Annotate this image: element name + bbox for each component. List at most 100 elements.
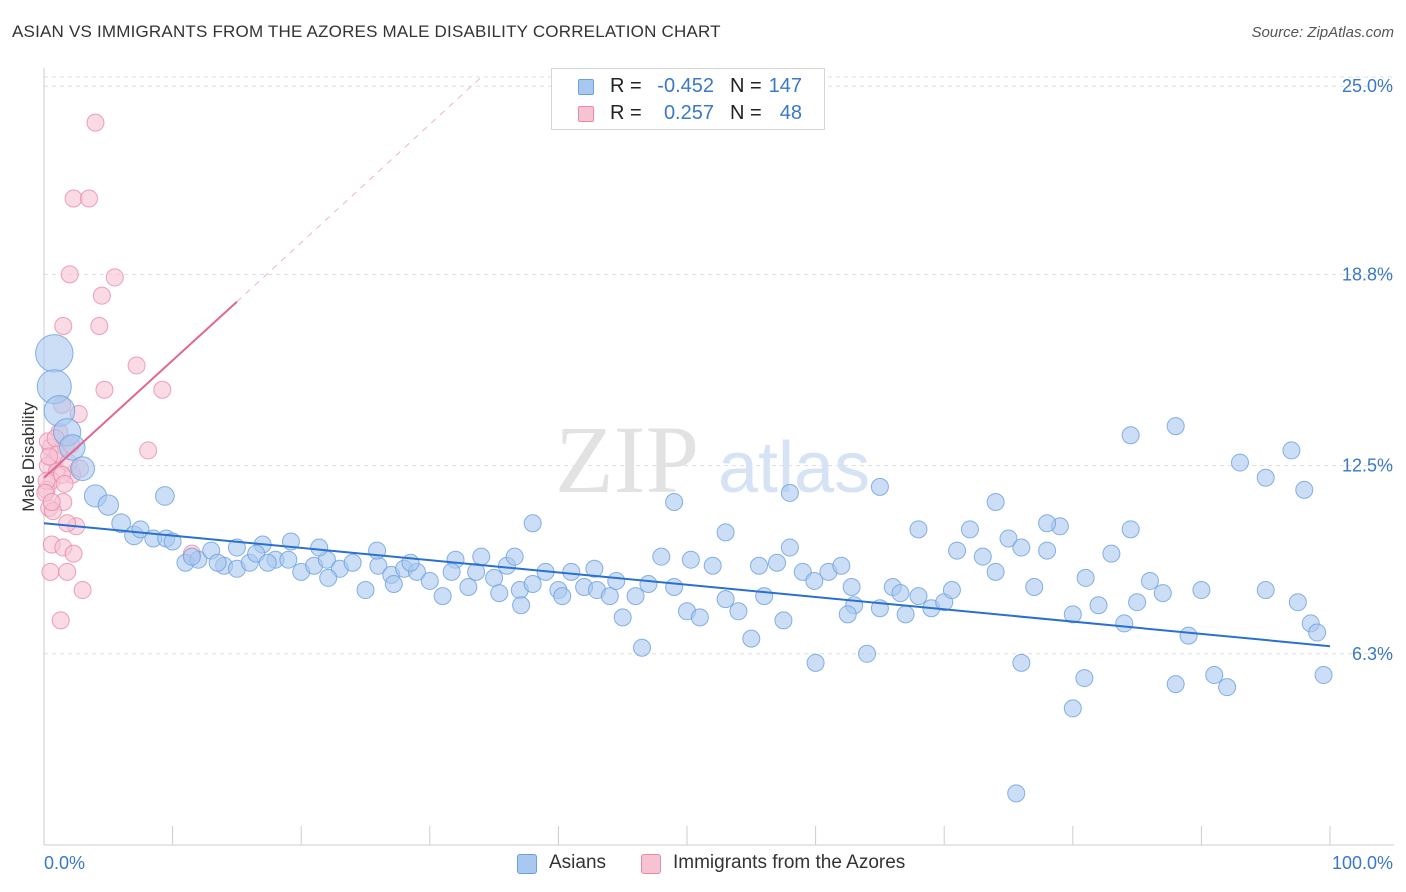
asians-point	[1063, 605, 1082, 624]
asians-point	[842, 578, 861, 597]
x-axis-ticks	[43, 826, 1331, 845]
legend-r-value: 0.257	[663, 102, 714, 124]
asians-point	[467, 562, 486, 581]
asians-point	[111, 513, 132, 534]
asians-point	[690, 608, 709, 627]
asians-point	[523, 514, 542, 533]
asians-point	[1288, 593, 1307, 612]
correlation-legend: R = -0.452 N = 147 R = 0.257 N = 48	[551, 68, 825, 130]
asians-point	[665, 493, 684, 512]
asians-point	[1192, 581, 1211, 600]
asians-trend-line	[43, 522, 1331, 648]
azores-point	[51, 611, 70, 630]
azores-point	[95, 380, 114, 399]
asians-point	[1218, 678, 1237, 697]
legend-r-label: R =	[610, 75, 642, 97]
asians-point	[909, 520, 928, 539]
azores-point	[58, 562, 77, 581]
asians-point	[182, 547, 201, 566]
asians-point	[1121, 520, 1140, 539]
asians-point	[838, 605, 857, 624]
asians-point	[780, 538, 799, 557]
asians-point	[459, 578, 478, 597]
watermark: ZIP atlas	[555, 406, 870, 513]
azores-point	[41, 562, 60, 581]
asians-point	[665, 578, 684, 597]
asians-point	[607, 571, 626, 590]
series-asians-points	[35, 334, 1333, 803]
asians-point	[1256, 581, 1275, 600]
legend-label-azores: Immigrants from the Azores	[673, 852, 906, 873]
asians-point	[1089, 596, 1108, 615]
chart-title: ASIAN VS IMMIGRANTS FROM THE AZORES MALE…	[12, 22, 721, 41]
legend-n-label: N =	[730, 75, 762, 97]
legend-row-azores: R = 0.257 N = 48	[552, 102, 824, 128]
asians-point	[585, 559, 604, 578]
y-tick-label: 25.0%	[1342, 76, 1393, 96]
asians-point	[774, 611, 793, 630]
asians-point	[1166, 675, 1185, 694]
asians-point	[716, 590, 735, 609]
asians-point	[420, 571, 439, 590]
asians-point	[155, 486, 175, 506]
asians-point	[343, 553, 362, 572]
y-tick-label: 12.5%	[1342, 456, 1393, 476]
asians-point	[1166, 417, 1185, 436]
asians-point	[1038, 514, 1057, 533]
asians-point	[681, 550, 700, 569]
asians-point	[356, 581, 375, 600]
asians-point	[1063, 699, 1082, 718]
asians-point	[729, 602, 748, 621]
y-tick-label: 6.3%	[1352, 644, 1393, 664]
asians-point	[1282, 441, 1301, 460]
azores-point	[127, 356, 146, 375]
asians-point	[891, 584, 910, 603]
asians-point	[942, 581, 961, 600]
azores-point	[64, 544, 83, 563]
trend-lines	[43, 76, 1331, 648]
azores-point	[90, 316, 109, 335]
asians-point	[1308, 623, 1327, 642]
asians-point	[310, 538, 329, 557]
azores-trend-line	[43, 300, 238, 479]
asians-point	[986, 493, 1005, 512]
asians-point	[703, 556, 722, 575]
asians-point	[858, 644, 877, 663]
azores-point	[58, 514, 77, 533]
azores-point	[153, 380, 172, 399]
asians-point	[1012, 653, 1031, 672]
legend-swatch-asians	[517, 854, 537, 874]
asians-point	[716, 523, 735, 542]
asians-point	[1179, 626, 1198, 645]
legend-r-value: -0.452	[657, 75, 714, 97]
asians-point	[805, 571, 824, 590]
asians-point	[523, 574, 542, 593]
asians-point	[208, 553, 227, 572]
azores-point	[80, 189, 99, 208]
asians-point	[780, 483, 799, 502]
asians-point	[960, 520, 979, 539]
legend-n-value: 147	[768, 75, 802, 97]
x-tick-label-max: 100.0%	[1332, 853, 1393, 873]
legend-row-asians: R = -0.452 N = 147	[552, 75, 824, 101]
azores-point	[73, 581, 92, 600]
asians-point	[1038, 541, 1057, 560]
asians-point	[986, 562, 1005, 581]
asians-point	[973, 547, 992, 566]
azores-point	[105, 268, 124, 287]
azores-point	[60, 265, 79, 284]
x-axis-tick-labels: 0.0% 100.0%	[44, 853, 1393, 873]
asians-point	[632, 638, 651, 657]
azores-point	[42, 493, 61, 512]
asians-point	[1256, 468, 1275, 487]
asians-point	[97, 494, 120, 516]
asians-point	[870, 477, 889, 496]
asians-point	[35, 334, 74, 373]
series-legend: Asians Immigrants from the Azores	[0, 852, 1406, 878]
asians-point	[1230, 453, 1249, 472]
legend-swatch-azores	[578, 106, 594, 122]
asians-point	[472, 547, 491, 566]
asians-point	[652, 547, 671, 566]
asians-point	[227, 538, 246, 557]
